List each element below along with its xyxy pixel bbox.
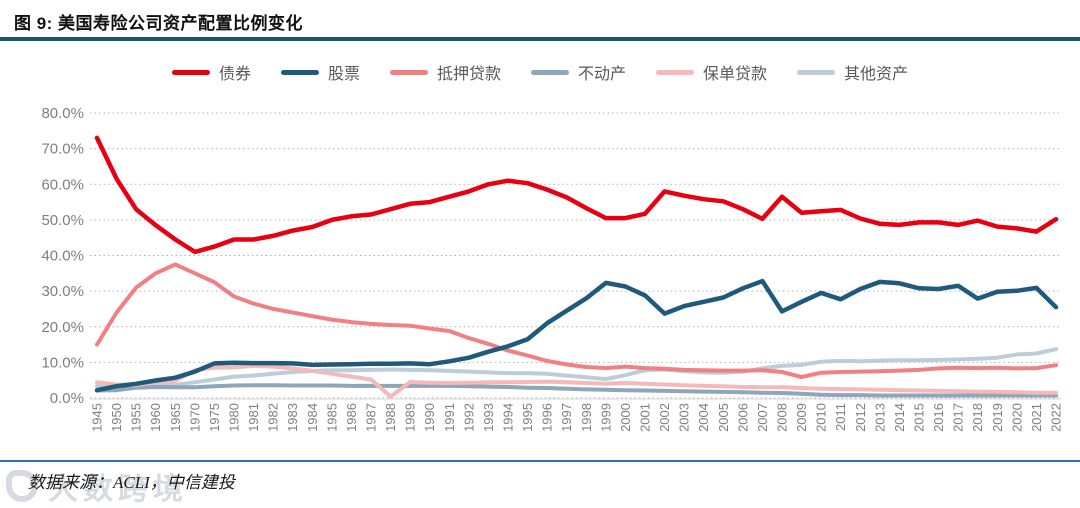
x-tick-label: 2005 — [716, 403, 731, 432]
y-gridlines — [90, 112, 1062, 399]
x-tick-label: 1986 — [344, 403, 359, 432]
x-tick-label: 1950 — [109, 403, 124, 432]
x-tick-label: 2013 — [872, 403, 887, 432]
legend-label: 保单贷款 — [703, 66, 768, 83]
data-source: 数据来源：ACLI，中信建投 — [28, 468, 235, 493]
x-tick-label: 2003 — [677, 403, 692, 432]
x-tick-label: 1988 — [383, 403, 398, 432]
x-tick-label: 2007 — [755, 403, 770, 432]
chart-legend: 债券 股票 抵押贷款 不动产 保单贷款 其他资产 — [0, 60, 1080, 84]
legend-item-policy-loans: 保单贷款 — [656, 60, 767, 84]
series-line-股票 — [94, 278, 1059, 393]
stocks-line-swatch-icon — [280, 69, 319, 75]
y-tick-label: 0.0% — [50, 390, 84, 407]
x-tick-label: 2011 — [833, 403, 848, 431]
x-tick-label: 1965 — [168, 403, 183, 432]
y-tick-label: 50.0% — [41, 212, 84, 229]
y-tick-label: 80.0% — [41, 105, 84, 122]
x-tick-label: 2001 — [638, 403, 653, 432]
legend-item-stocks: 股票 — [280, 60, 360, 84]
policy-loans-line-swatch-icon — [656, 69, 695, 75]
x-tick-label: 2019 — [990, 403, 1005, 432]
legend-item-real-estate: 不动产 — [531, 60, 626, 84]
y-tick-label: 30.0% — [41, 283, 84, 300]
figure-header: 图 9: 美国寿险公司资产配置比例变化 — [14, 6, 303, 36]
x-tick-label: 2004 — [696, 403, 711, 432]
legend-label: 其他资产 — [844, 66, 909, 83]
x-tick-label: 1995 — [520, 403, 535, 432]
legend-label: 股票 — [327, 66, 360, 83]
x-tick-label: 1994 — [501, 403, 516, 432]
x-tick-label: 1991 — [442, 403, 457, 432]
other-assets-line-swatch-icon — [797, 69, 836, 75]
x-tick-label: 1998 — [579, 403, 594, 432]
x-tick-label: 2015 — [912, 403, 927, 432]
legend-label: 抵押贷款 — [436, 66, 501, 83]
bonds-line-swatch-icon — [171, 69, 210, 75]
x-tick-label: 2022 — [1049, 403, 1064, 432]
x-tick-label: 1992 — [461, 403, 476, 432]
x-tick-label: 2016 — [931, 403, 946, 432]
x-tick-label: 2017 — [951, 403, 966, 432]
x-tick-label: 1990 — [422, 403, 437, 432]
figure-title: 图 9: 美国寿险公司资产配置比例变化 — [14, 13, 304, 33]
x-tick-label: 1985 — [324, 403, 339, 432]
x-tick-label: 2014 — [892, 403, 907, 432]
x-tick-label: 1960 — [148, 403, 163, 432]
series-line-保单贷款 — [95, 363, 1058, 399]
y-tick-label: 70.0% — [41, 141, 84, 158]
x-tick-label: 1987 — [364, 403, 379, 432]
legend-item-other-assets: 其他资产 — [797, 60, 908, 84]
legend-item-mortgage-loans: 抵押贷款 — [389, 60, 501, 84]
x-tick-label: 1955 — [129, 403, 144, 432]
x-tick-label: 1983 — [285, 403, 300, 432]
series-line-不动产 — [95, 383, 1058, 398]
series-line-债券 — [94, 135, 1059, 255]
x-tick-label: 1980 — [227, 403, 242, 432]
x-tick-label: 1984 — [305, 403, 320, 432]
x-tick-label: 1975 — [207, 403, 222, 432]
x-tick-label: 1981 — [246, 403, 261, 432]
x-tick-label: 1996 — [540, 403, 555, 432]
series-line-其他资产 — [95, 347, 1058, 389]
x-tick-label: 1982 — [266, 403, 281, 432]
y-tick-label: 20.0% — [41, 319, 84, 336]
title-divider — [0, 37, 1080, 41]
legend-item-bonds: 债券 — [171, 60, 251, 84]
x-tick-label: 2008 — [775, 403, 790, 432]
x-tick-label: 1970 — [187, 403, 202, 432]
y-tick-label: 60.0% — [41, 176, 84, 193]
source-divider — [0, 460, 1080, 462]
x-axis-labels: 1945 1950 1955 1960 1965 1970 1975 1980 1981 1982… — [90, 403, 1064, 432]
legend-label: 不动产 — [578, 66, 627, 83]
x-tick-label: 2018 — [970, 403, 985, 432]
x-tick-label: 1999 — [598, 403, 613, 432]
x-tick-label: 2010 — [814, 403, 829, 432]
x-tick-label: 1997 — [559, 403, 574, 432]
x-tick-label: 2000 — [618, 403, 633, 432]
x-tick-label: 2006 — [735, 403, 750, 432]
x-tick-label: 2021 — [1029, 403, 1044, 432]
x-tick-label: 1989 — [403, 403, 418, 432]
x-tick-label: 1993 — [481, 403, 496, 432]
x-tick-label: 1945 — [90, 403, 105, 432]
x-tick-label: 2002 — [657, 403, 672, 432]
y-axis-labels: 0.0% 10.0% 20.0% 30.0% 40.0% 50.0% 60.0% 70.0% 8… — [41, 105, 84, 407]
real-estate-line-swatch-icon — [531, 69, 569, 75]
legend-label: 债券 — [218, 66, 251, 83]
series-line-抵押贷款 — [95, 262, 1058, 379]
mortgage-line-swatch-icon — [389, 69, 428, 75]
y-tick-label: 10.0% — [41, 354, 84, 371]
y-tick-label: 40.0% — [41, 248, 84, 265]
x-tick-label: 2009 — [794, 403, 809, 432]
data-source-text: 数据来源：ACLI，中信建投 — [28, 473, 235, 492]
x-tick-label: 2020 — [1009, 403, 1024, 432]
x-tick-label: 2012 — [853, 403, 868, 432]
